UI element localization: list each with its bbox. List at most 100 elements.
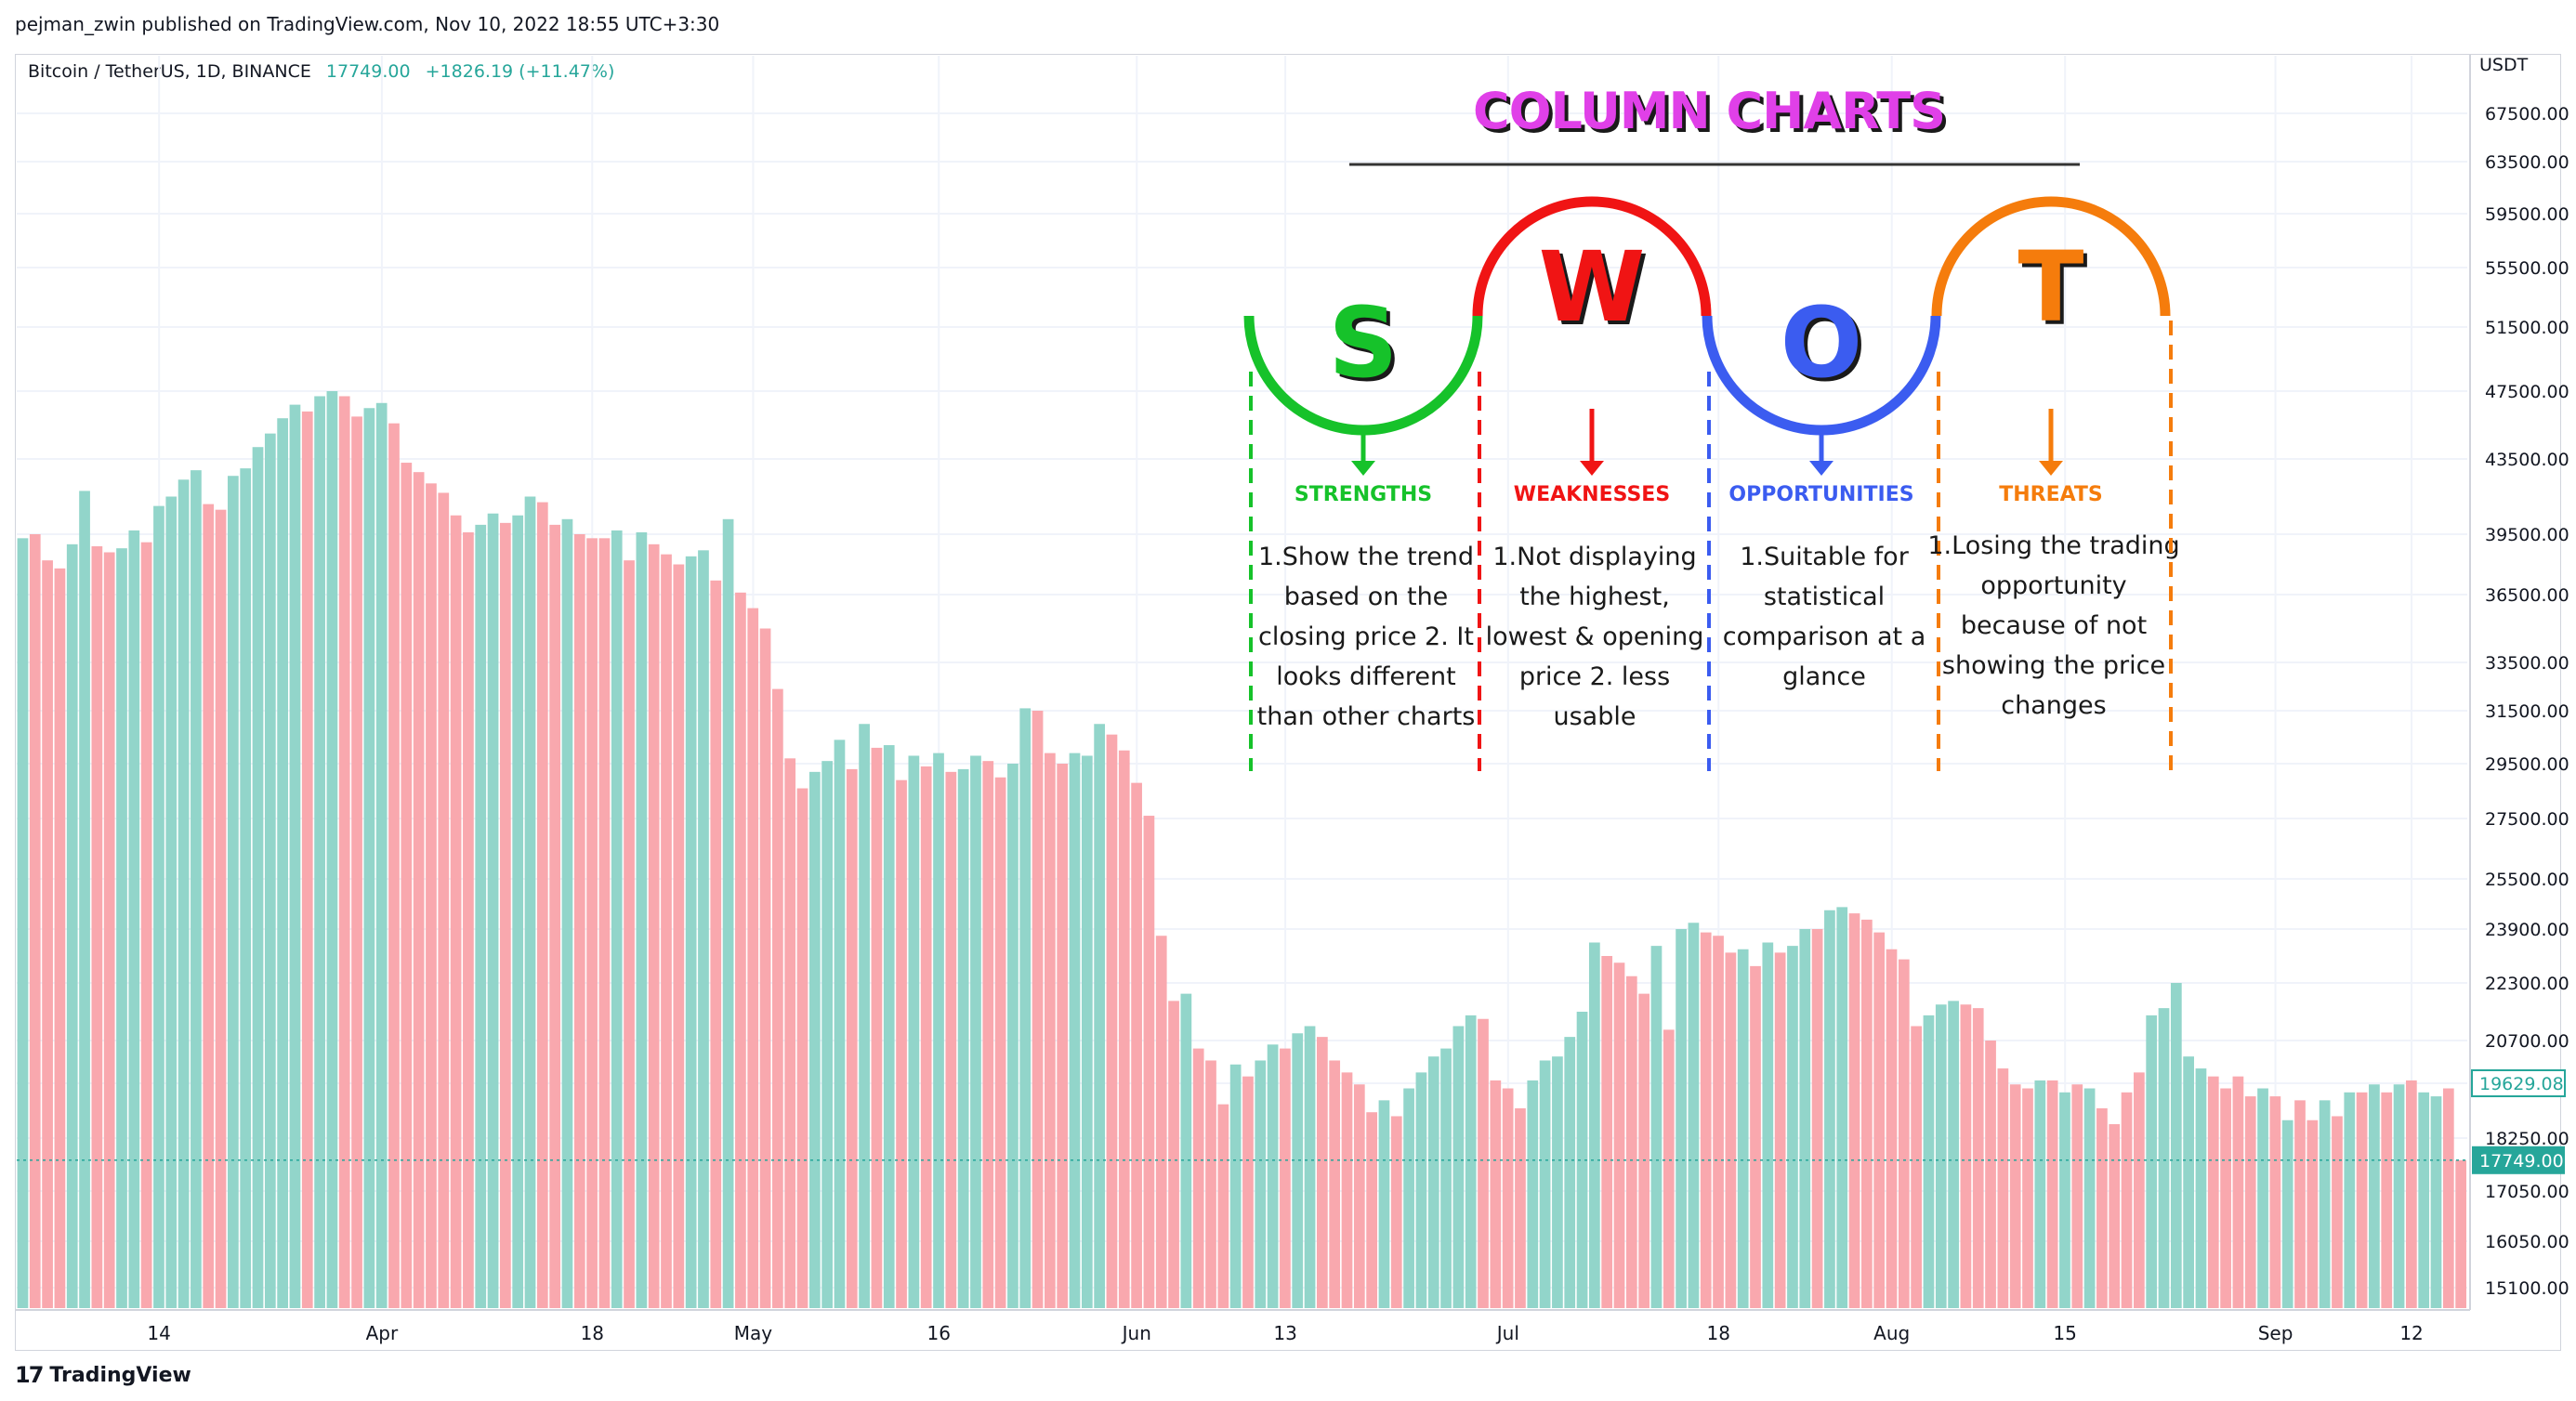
tradingview-brand[interactable]: TradingView xyxy=(49,1363,191,1387)
swot-item-strengths: SS STRENGTHS 1.Show the trend based on the c… xyxy=(1243,286,1483,771)
time-tick-label: 13 xyxy=(1273,1322,1296,1344)
price-bar xyxy=(970,755,981,1308)
price-bar xyxy=(1638,993,1649,1308)
price-bar xyxy=(240,468,252,1308)
price-bar xyxy=(2170,983,2182,1308)
price-bar xyxy=(1688,923,1700,1308)
price-bar xyxy=(735,592,746,1308)
price-tick-label: 51500.00 xyxy=(2485,318,2569,338)
price-bar xyxy=(710,580,722,1308)
price-bar xyxy=(2109,1124,2121,1308)
price-bar xyxy=(475,524,487,1308)
symbol-legend: Bitcoin / TetherUS, 1D, BINANCE 17749.00… xyxy=(28,58,614,85)
price-axis: USDT 15100.00 16050.00 17050.00 18250.00 2070… xyxy=(17,54,2569,1310)
price-bar xyxy=(549,524,560,1308)
price-bar xyxy=(1799,929,1811,1308)
symbol-name[interactable]: Bitcoin / TetherUS, 1D, BINANCE xyxy=(28,61,311,82)
price-bar xyxy=(1217,1104,1229,1308)
price-bar xyxy=(1280,1048,1291,1308)
price-bar xyxy=(401,463,413,1308)
price-bar xyxy=(1848,913,1860,1308)
price-bar xyxy=(1205,1060,1216,1308)
price-bar xyxy=(2071,1084,2083,1308)
price-bar xyxy=(636,531,648,1308)
price-bar xyxy=(1465,1015,1477,1308)
price-bar xyxy=(1229,1064,1242,1308)
swot-letter-shadow: O xyxy=(1784,290,1866,403)
price-bar xyxy=(1378,1100,1390,1308)
swot-description-line: 1.Suitable for xyxy=(1740,543,1910,571)
price-bar xyxy=(859,724,870,1308)
price-bar xyxy=(140,542,152,1308)
price-bar xyxy=(2244,1096,2256,1308)
price-bar xyxy=(611,530,623,1308)
price-bar xyxy=(883,745,895,1308)
price-bar xyxy=(661,554,672,1308)
price-tick-label: 16050.00 xyxy=(2485,1232,2569,1252)
price-bar xyxy=(982,761,994,1308)
time-tick-label: 12 xyxy=(2399,1322,2423,1344)
swot-description-line: lowest & opening xyxy=(1486,622,1704,651)
price-bar xyxy=(1353,1084,1365,1308)
price-bar xyxy=(191,470,202,1308)
price-bar xyxy=(66,543,78,1308)
price-bar xyxy=(42,560,53,1308)
current-price-box xyxy=(2472,1146,2565,1174)
swot-description-line: opportunity xyxy=(1980,571,2126,600)
price-bar xyxy=(920,766,932,1308)
price-tick-label: 59500.00 xyxy=(2485,204,2569,225)
swot-description-line: showing the price xyxy=(1942,651,2165,680)
price-bar xyxy=(2096,1107,2108,1308)
price-bar xyxy=(1390,1116,1402,1308)
price-bar xyxy=(1094,724,1105,1308)
price-bar xyxy=(2455,1159,2466,1308)
price-bar xyxy=(524,496,536,1308)
price-tick-label: 55500.00 xyxy=(2485,258,2569,279)
price-bar xyxy=(846,768,858,1308)
price-tick-label: 63500.00 xyxy=(2485,152,2569,173)
price-bar xyxy=(1478,1018,1489,1308)
price-tick-label: 22300.00 xyxy=(2485,974,2569,994)
price-bar xyxy=(438,492,450,1308)
price-bar xyxy=(1762,942,1774,1308)
time-tick-label: 15 xyxy=(2053,1322,2076,1344)
price-tick-label: 33500.00 xyxy=(2485,653,2569,674)
price-bar xyxy=(351,416,362,1308)
swot-description-line: the highest, xyxy=(1519,583,1670,611)
price-bar xyxy=(573,534,585,1308)
marker-price-label: 19629.08 xyxy=(2479,1074,2564,1094)
price-bar xyxy=(2022,1088,2033,1308)
price-bar xyxy=(834,740,846,1308)
price-bar xyxy=(1366,1112,1377,1308)
price-bar xyxy=(1143,816,1155,1308)
price-bar xyxy=(1440,1048,1452,1308)
price-bar xyxy=(2059,1092,2070,1308)
price-bar xyxy=(2034,1080,2046,1308)
price-bar xyxy=(1948,1001,1959,1308)
price-bar xyxy=(624,560,635,1308)
price-bar xyxy=(2183,1056,2194,1308)
price-bar xyxy=(116,548,127,1308)
chart-frame xyxy=(15,54,2561,1351)
symbol-change: +1826.19 (+11.47%) xyxy=(425,61,615,82)
tradingview-logo-icon[interactable]: 17 xyxy=(15,1362,44,1388)
price-bar xyxy=(1180,993,1192,1308)
price-bar xyxy=(2281,1119,2293,1308)
price-bar xyxy=(2369,1084,2380,1308)
price-bar xyxy=(203,504,215,1308)
tradingview-footer: 17 TradingView xyxy=(15,1362,191,1388)
swot-description-line: than other charts xyxy=(1257,702,1476,731)
time-tick-label: 14 xyxy=(147,1322,170,1344)
price-bar xyxy=(1911,1026,1922,1308)
price-bar xyxy=(536,502,548,1308)
swot-title-text: COLUMN CHARTS xyxy=(1473,82,1945,140)
price-bar xyxy=(1267,1044,1279,1308)
price-bar xyxy=(1155,936,1167,1308)
swot-description-line: looks different xyxy=(1276,662,1456,691)
price-bar xyxy=(1676,929,1687,1308)
arrow-down-icon xyxy=(2039,461,2063,476)
time-tick-label: Jul xyxy=(1495,1322,1519,1344)
swot-description-line: glance xyxy=(1782,662,1866,691)
